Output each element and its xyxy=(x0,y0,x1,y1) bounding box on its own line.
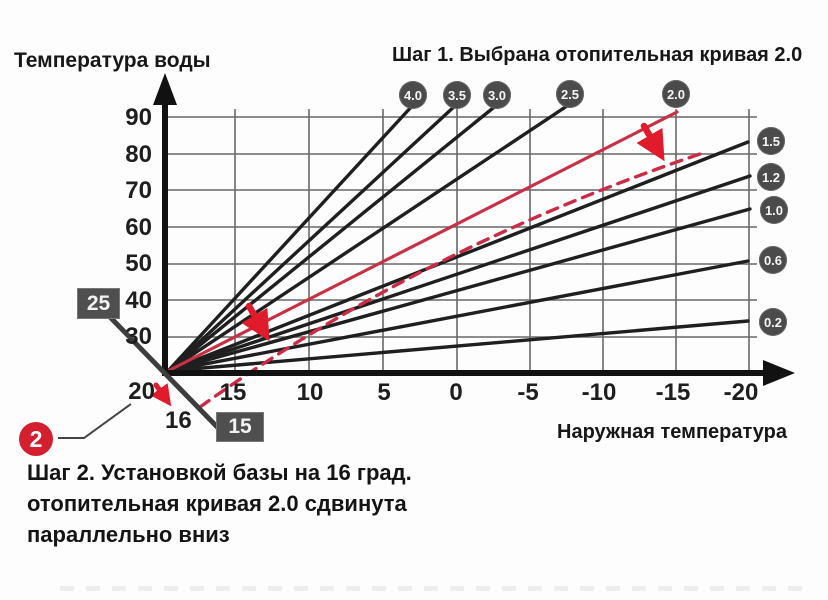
shifted-curve-dashed xyxy=(198,150,708,409)
y-axis-title: Температура воды xyxy=(14,49,211,72)
step1-title: Шаг 1. Выбрана отопительная кривая 2.0 xyxy=(392,44,803,66)
curve-badge-2.5: 2.5 xyxy=(556,80,584,108)
x-axis-title: Наружная температура xyxy=(557,421,787,443)
y-tick-50: 50 xyxy=(125,250,152,277)
y-axis-arrowhead xyxy=(153,73,177,105)
x-tick-15: 15 xyxy=(219,379,247,406)
curve-badge-2.0: 2.0 xyxy=(662,80,690,108)
curve-badge-0.6: 0.6 xyxy=(759,246,787,274)
step2-line-1: Шаг 2. Установкой базы на 16 град. xyxy=(27,460,412,485)
curve-badge-3.5: 3.5 xyxy=(443,81,471,109)
shift-arrow-base xyxy=(150,382,172,407)
heating-curves xyxy=(166,102,752,373)
x-axis-arrowhead xyxy=(763,360,795,386)
grid-lines xyxy=(166,109,757,371)
base-scale-upper-badge: 25 xyxy=(77,288,120,319)
curve-badge-1.5: 1.5 xyxy=(757,127,785,155)
curve-badge-1.2: 1.2 xyxy=(757,163,785,191)
x-tick-10: 10 xyxy=(296,379,324,406)
base-scale-lower-badge: 15 xyxy=(216,412,264,442)
curve-badge-1.0: 1.0 xyxy=(760,196,788,224)
shift-arrows xyxy=(150,122,665,407)
y-tick-20: 20 xyxy=(128,378,155,405)
y-tick-90: 90 xyxy=(125,104,152,131)
x-tick-5: 5 xyxy=(377,379,391,406)
y-tick-70: 70 xyxy=(125,177,152,204)
y-tick-40: 40 xyxy=(125,287,152,314)
base-new-value-label: 16 xyxy=(165,407,192,434)
shift-arrow-middle xyxy=(241,302,270,342)
curve-badge-0.2: 0.2 xyxy=(759,308,787,336)
page-bottom-perforation xyxy=(60,586,812,591)
x-tick-0: 0 xyxy=(449,379,463,406)
step2-line-2: отопительная кривая 2.0 сдвинута xyxy=(27,491,407,516)
step2-line-3: параллельно вниз xyxy=(27,522,230,547)
y-tick-80: 80 xyxy=(125,141,152,168)
axes xyxy=(153,73,795,386)
x-tick-neg10: -10 xyxy=(581,379,617,406)
base-scale-bar xyxy=(107,314,228,438)
y-tick-60: 60 xyxy=(125,214,152,241)
y-tick-30: 30 xyxy=(125,323,152,350)
step2-marker: 2 xyxy=(19,422,53,456)
x-tick-neg20: -20 xyxy=(723,379,759,406)
step2-connector-line xyxy=(58,403,132,439)
shift-arrow-upper xyxy=(636,122,665,162)
step2-text-block: Шаг 2. Установкой базы на 16 град. отопи… xyxy=(27,457,412,550)
curve-badge-3.0: 3.0 xyxy=(483,81,511,109)
curve-badge-4.0: 4.0 xyxy=(399,81,427,109)
x-tick-neg15: -15 xyxy=(655,379,691,406)
x-tick-neg5: -5 xyxy=(517,379,539,406)
